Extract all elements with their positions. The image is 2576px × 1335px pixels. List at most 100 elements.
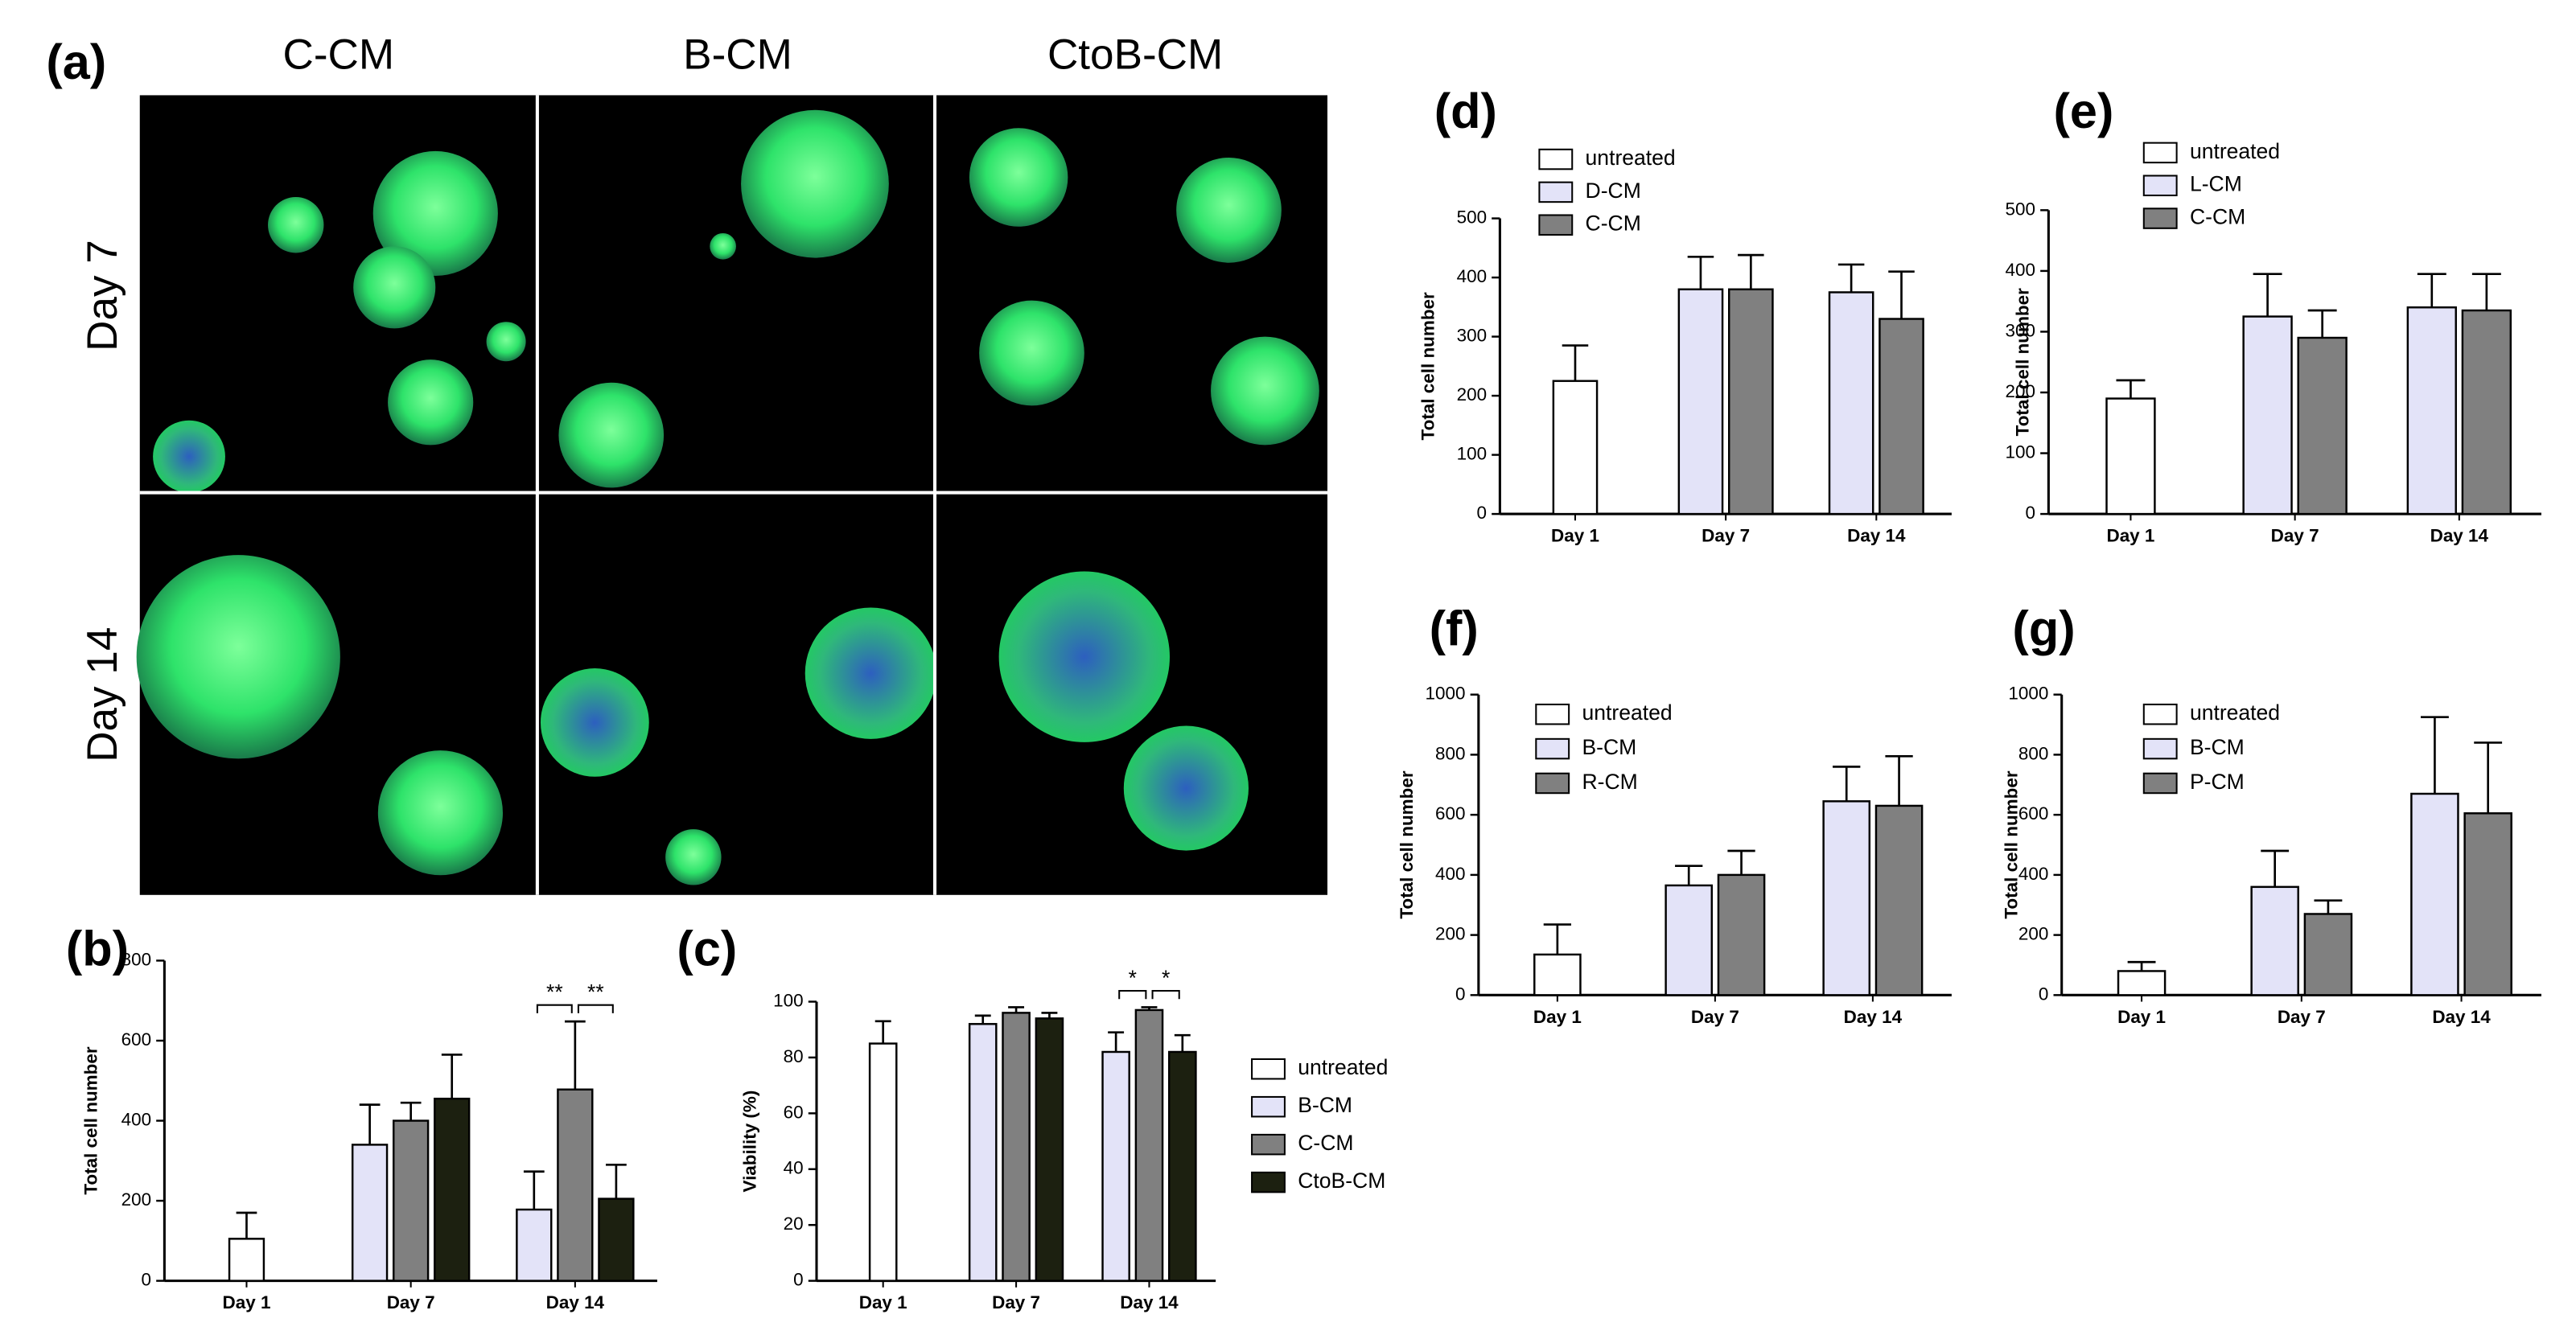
- y-tick-label: 400: [1435, 864, 1465, 884]
- y-tick-label: 500: [2006, 199, 2035, 219]
- error-bar: [1738, 253, 1764, 290]
- spheroid: [388, 359, 474, 446]
- y-tick-label: 400: [2018, 864, 2048, 884]
- panel-label: (e): [2053, 84, 2113, 138]
- error-bar: [974, 1014, 991, 1025]
- significance-bracket: [536, 1004, 573, 1013]
- y-tick-label: 800: [121, 949, 151, 969]
- y-tick-label: 800: [1435, 743, 1465, 763]
- legend-swatch: [2142, 703, 2178, 725]
- bar: [2303, 913, 2353, 996]
- panel-label: (a): [46, 35, 106, 89]
- x-tick-label: Day 7: [1702, 526, 1750, 546]
- error-bar: [2474, 741, 2503, 814]
- spheroid: [377, 750, 504, 876]
- y-tick-label: 0: [1455, 984, 1466, 1004]
- y-tick-label: 1000: [1426, 684, 1466, 704]
- legend-swatch: [1538, 181, 1574, 203]
- chart-panel: (g) Total cell number 0 200 400 600 800 1000 Day…: [2001, 601, 2541, 1027]
- bar: [516, 1208, 553, 1282]
- error-bar: [2420, 716, 2449, 794]
- bar: [2463, 812, 2512, 996]
- x-tick-label: Day 7: [992, 1292, 1040, 1312]
- bar: [1101, 1050, 1130, 1282]
- error-bar: [2116, 379, 2146, 399]
- y-tick-label: 400: [1457, 266, 1487, 286]
- panel-label: (d): [1434, 84, 1497, 138]
- spheroid: [1123, 725, 1249, 851]
- bar: [2250, 885, 2299, 996]
- legend-swatch: [1251, 1058, 1286, 1080]
- error-bar: [2314, 899, 2343, 914]
- column-label: B-CM: [683, 31, 792, 78]
- error-bar: [2417, 273, 2446, 308]
- legend-swatch: [1251, 1171, 1286, 1193]
- legend-label: B-CM: [1582, 735, 1636, 759]
- spheroid: [1176, 158, 1282, 263]
- legend-label: D-CM: [1586, 179, 1641, 203]
- y-axis-label: Total cell number: [1418, 292, 1438, 440]
- y-tick-label: 0: [2026, 503, 2036, 523]
- x-tick-label: Day 14: [2432, 1007, 2491, 1027]
- significance-label: *: [1162, 966, 1170, 990]
- spheroid: [998, 571, 1170, 742]
- error-bar: [1885, 754, 1913, 806]
- error-bar: [1008, 1006, 1025, 1013]
- y-axis-label: Total cell number: [2001, 770, 2021, 918]
- y-tick-label: 1000: [2008, 684, 2048, 704]
- error-bar: [2471, 273, 2501, 311]
- legend-label: L-CM: [2190, 172, 2242, 196]
- bar: [557, 1088, 594, 1282]
- x-tick-label: Day 7: [2271, 526, 2319, 546]
- spheroid: [1211, 336, 1319, 446]
- chart-panel: (f) Total cell number 0 200 400 600 800 1000 Day…: [1397, 601, 1952, 1027]
- x-tick-label: Day 14: [2430, 526, 2489, 546]
- bar: [1879, 318, 1924, 516]
- spheroid: [136, 555, 340, 759]
- spheroid: [353, 246, 436, 329]
- y-tick-label: 500: [1457, 207, 1487, 227]
- x-tick-label: Day 14: [1847, 526, 1906, 546]
- legend-swatch: [1535, 737, 1570, 760]
- legend-label: CtoB-CM: [1298, 1169, 1385, 1193]
- legend-label: untreated: [1582, 700, 1672, 725]
- spheroid: [153, 420, 225, 493]
- y-tick-label: 200: [2018, 924, 2048, 944]
- bar: [393, 1119, 430, 1282]
- y-tick-label: 80: [784, 1046, 804, 1066]
- legend-label: P-CM: [2190, 770, 2245, 794]
- panel-label: (f): [1430, 601, 1479, 655]
- x-tick-label: Day 7: [387, 1292, 435, 1312]
- bar: [2117, 970, 2167, 996]
- spheroid: [969, 128, 1068, 227]
- x-tick-label: Day 14: [546, 1292, 605, 1312]
- bar: [598, 1197, 635, 1282]
- bar: [1717, 873, 1766, 996]
- x-tick-label: Day 7: [2278, 1007, 2326, 1027]
- chart-panel: (c) Viability (%) 0 20 40 60 80 100 Day 1 Day 7 Da…: [677, 921, 1216, 1312]
- y-tick-label: 200: [1457, 384, 1487, 405]
- bar: [1035, 1017, 1064, 1282]
- x-tick-label: Day 14: [1844, 1007, 1903, 1027]
- y-tick-label: 200: [2006, 381, 2035, 401]
- spheroid: [665, 829, 722, 885]
- legend-swatch: [1535, 772, 1570, 795]
- significance-label: **: [587, 980, 604, 1004]
- error-bar: [236, 1211, 257, 1239]
- significance-label: **: [546, 980, 563, 1004]
- y-tick-label: 300: [2006, 320, 2035, 340]
- spheroid: [979, 300, 1084, 406]
- bar: [2406, 306, 2457, 516]
- y-tick-label: 100: [2006, 442, 2035, 462]
- error-bar: [1687, 256, 1714, 290]
- y-axis-label: Total cell number: [2013, 288, 2033, 436]
- y-tick-label: 200: [1435, 924, 1465, 944]
- legend-swatch: [1535, 703, 1570, 725]
- bar: [1822, 800, 1871, 996]
- bar: [1677, 288, 1724, 516]
- bar: [1533, 953, 1582, 996]
- bar: [2297, 336, 2348, 516]
- error-bar: [523, 1170, 545, 1210]
- error-bar: [1837, 263, 1865, 293]
- error-bar: [1562, 344, 1589, 381]
